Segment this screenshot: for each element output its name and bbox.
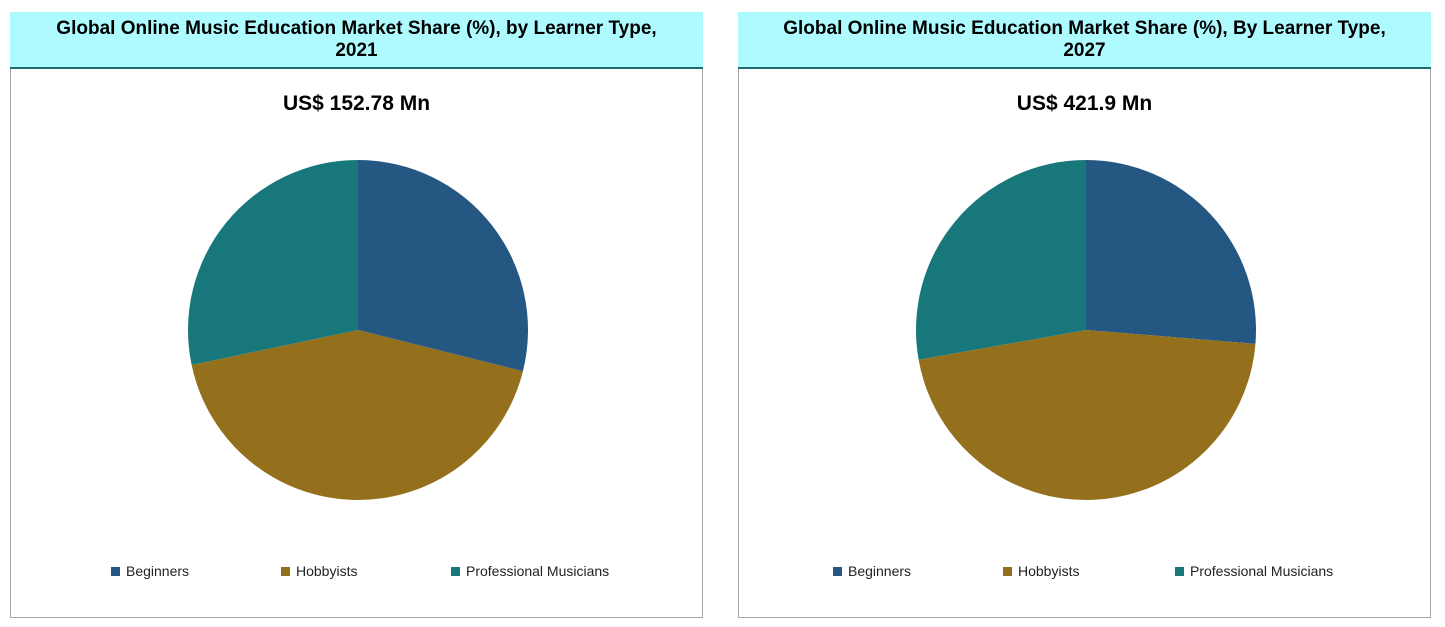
- chart-panel-2021: Global Online Music Education Market Sha…: [10, 12, 703, 618]
- pie-slice-hobbyists: [918, 330, 1256, 501]
- legend-item: Hobbyists: [281, 563, 357, 579]
- legend-item: Professional Musicians: [451, 563, 609, 579]
- pie-chart: [916, 160, 1256, 501]
- pie-chart: [188, 160, 528, 500]
- legend-swatch: [111, 566, 120, 576]
- legend-swatch: [1175, 566, 1184, 576]
- legend-item: Professional Musicians: [1175, 563, 1333, 579]
- chart-panel-2027: Global Online Music Education Market Sha…: [738, 12, 1431, 618]
- legend-swatch: [833, 566, 842, 576]
- legend-label: Beginners: [848, 563, 912, 579]
- legend-swatch: [1003, 566, 1012, 576]
- legend-swatch: [281, 566, 290, 576]
- legend-item: Beginners: [111, 563, 189, 579]
- pie-slice-professional-musicians: [188, 160, 358, 365]
- legend-label: Hobbyists: [1018, 563, 1080, 579]
- pie-slice-beginners: [358, 160, 528, 372]
- market-total: US$ 421.9 Mn: [1016, 92, 1153, 115]
- legend-item: Hobbyists: [1003, 563, 1079, 579]
- pie-slice-professional-musicians: [916, 160, 1086, 360]
- market-total: US$ 152.78 Mn: [282, 92, 431, 115]
- legend-item: Beginners: [833, 563, 911, 579]
- legend-label: Beginners: [126, 563, 190, 579]
- legend-swatch: [451, 566, 460, 576]
- legend-label: Hobbyists: [296, 563, 358, 579]
- legend-label: Professional Musicians: [1190, 563, 1334, 579]
- chart-title: Global Online Music Education Market Sha…: [738, 12, 1431, 69]
- chart-title: Global Online Music Education Market Sha…: [10, 12, 703, 69]
- legend-label: Professional Musicians: [466, 563, 610, 579]
- pie-slice-hobbyists: [191, 330, 523, 500]
- pie-slice-beginners: [1086, 160, 1256, 344]
